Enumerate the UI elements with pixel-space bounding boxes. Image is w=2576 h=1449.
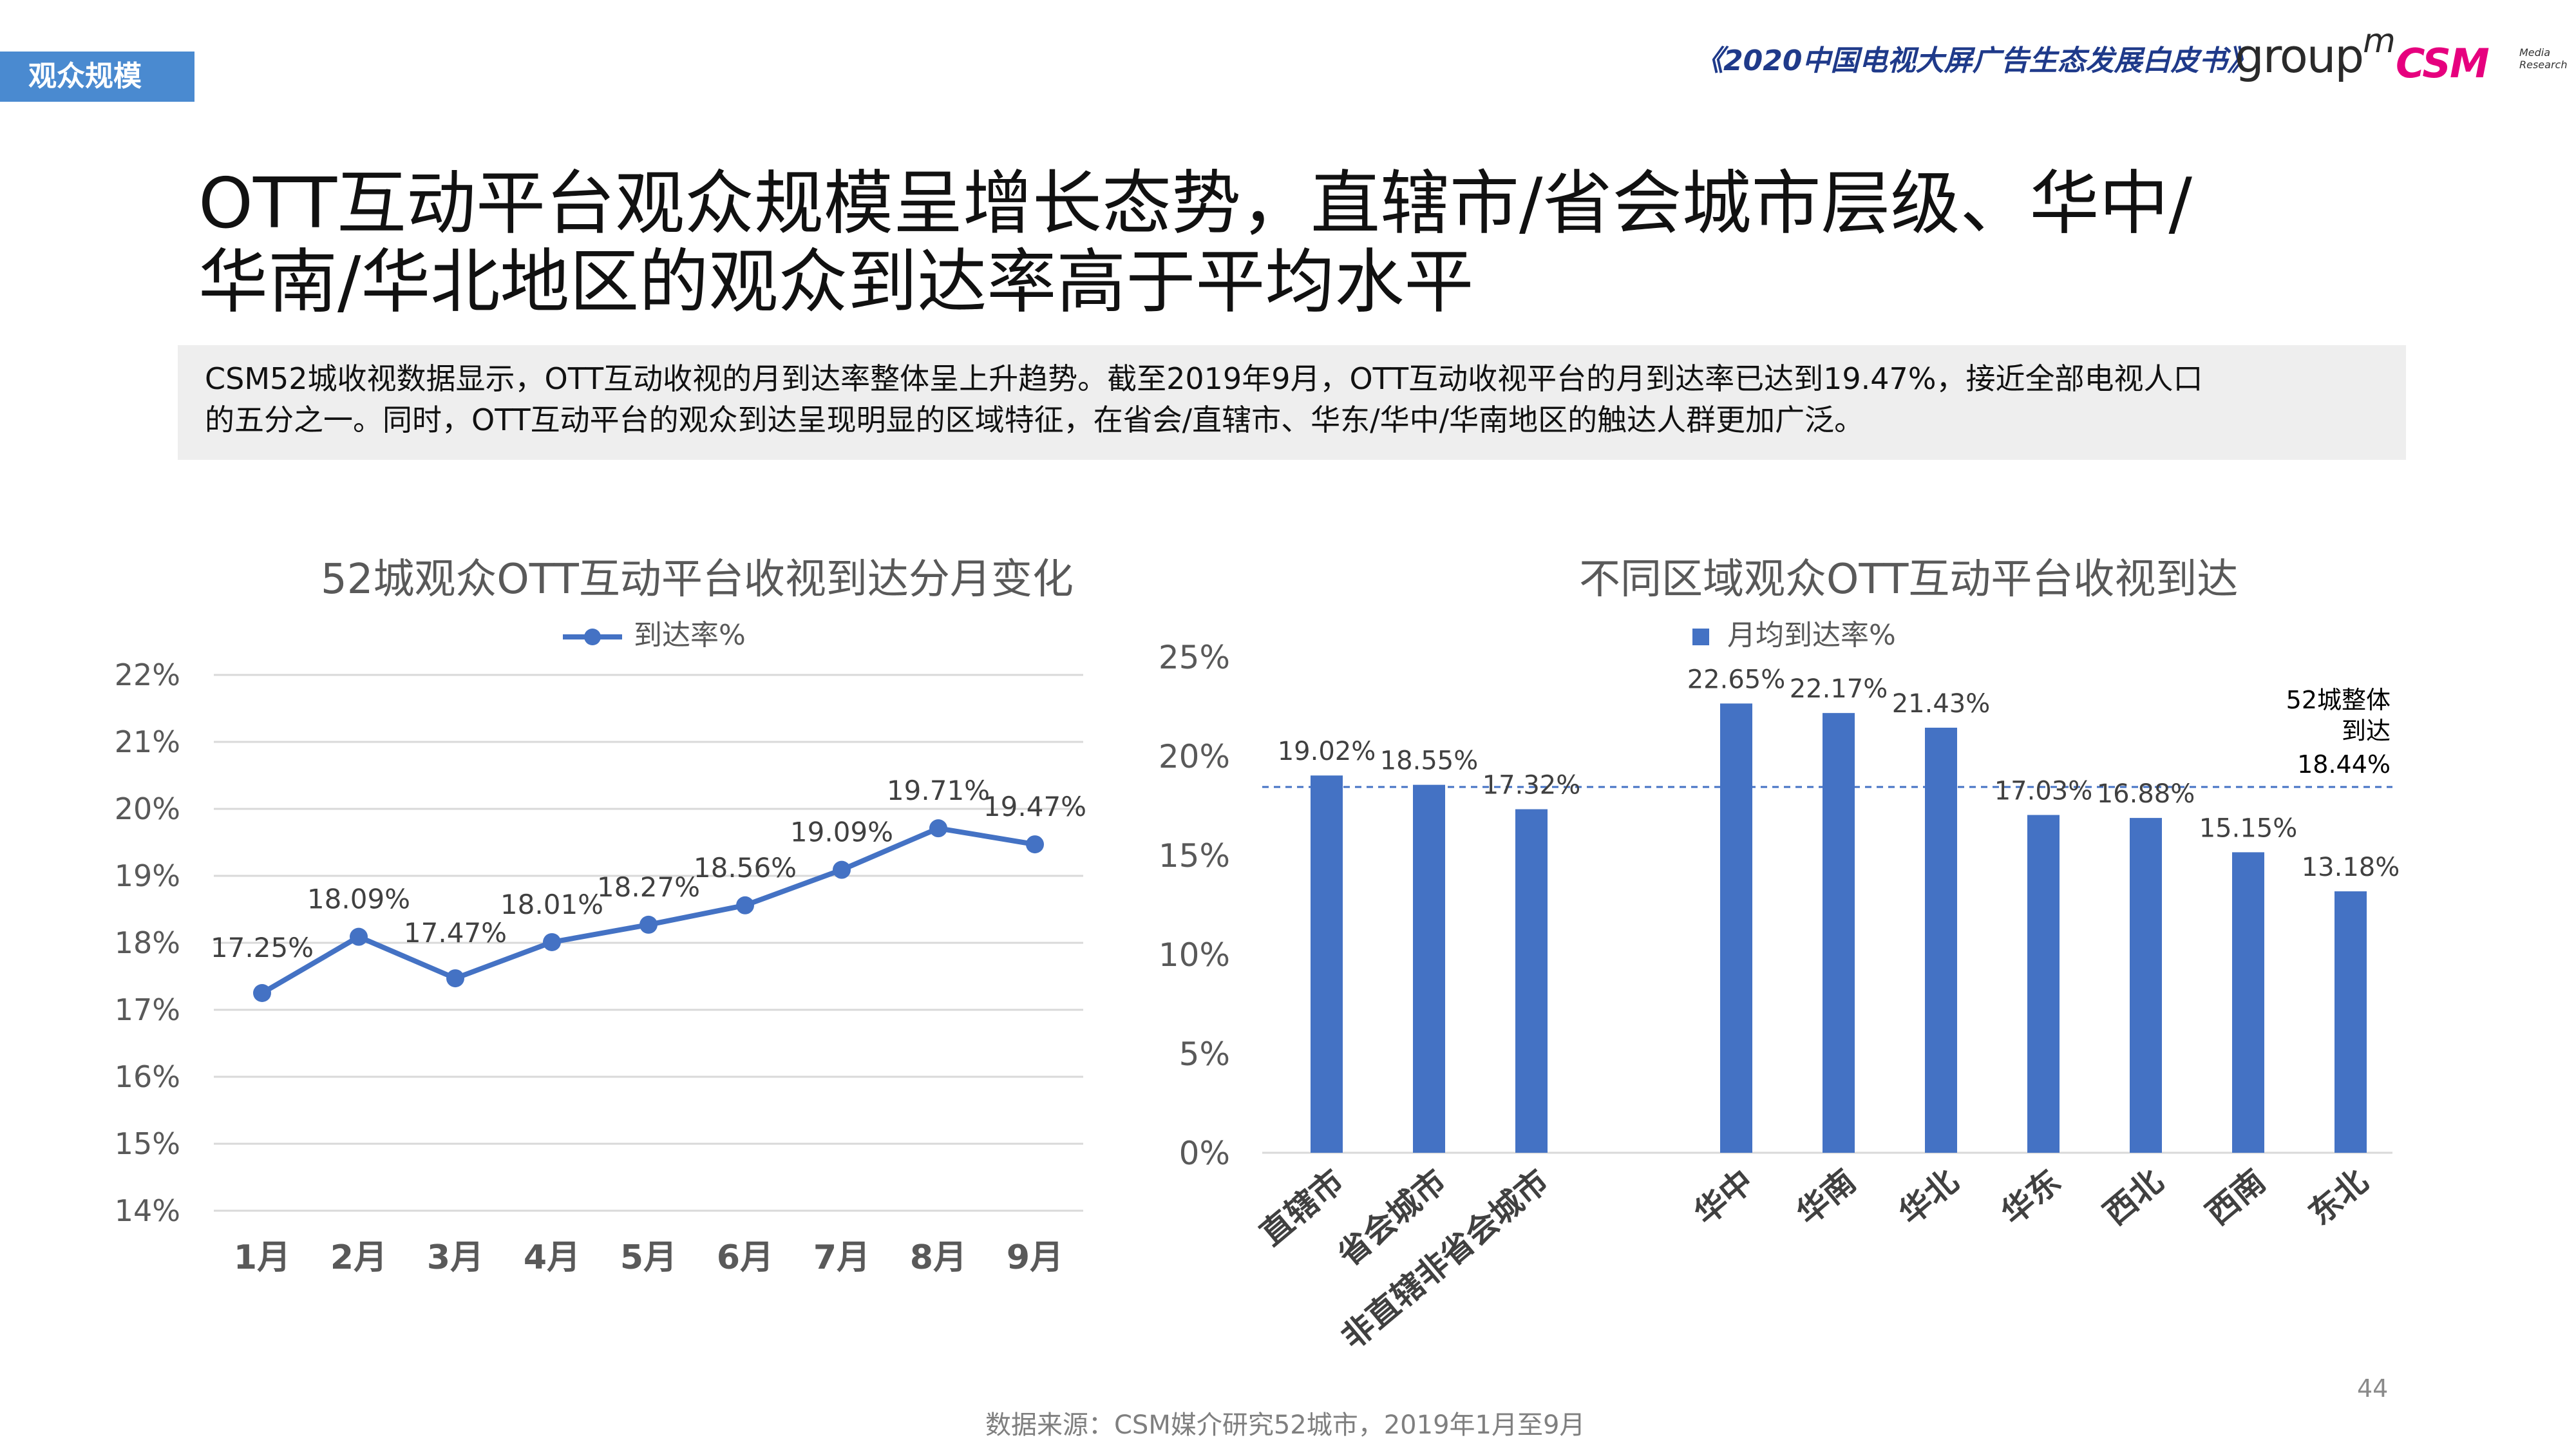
reference-line-label: 52城整体 [2286,686,2391,714]
bar [1311,775,1343,1153]
line-chart-legend-label: 到达率% [634,619,746,652]
data-label: 18.27% [597,871,700,903]
x-tick-label: 东北 [2302,1162,2375,1233]
x-tick-label: 华南 [1790,1162,1863,1233]
data-label: 19.09% [790,817,893,848]
data-label: 18.55% [1380,746,1479,776]
bar [1413,784,1445,1153]
x-tick-label: 3月 [427,1238,484,1277]
data-point [736,896,754,914]
data-label: 19.47% [983,791,1086,822]
summary-line-2: 的五分之一。同时，OTT互动平台的观众到达呈现明显的区域特征，在省会/直辖市、华… [205,402,1864,437]
line-chart: 14% 15% 16% 17% 18% 19% 20% 21% 22% 1月 2月 3月 4月 5月 6月 7… [115,658,1086,1277]
x-tick-label: 7月 [813,1238,870,1277]
data-label: 17.25% [211,932,314,963]
page-title-line-2: 华南/华北地区的观众到达率高于平均水平 [198,242,1474,323]
y-tick-label: 21% [115,724,180,759]
y-tick-label: 25% [1159,639,1230,676]
page-title-line-1: OTT互动平台观众规模呈增长态势，直辖市/省会城市层级、华中/ [198,164,2192,244]
csm-logo-subtitle: Media Research [2519,46,2568,71]
data-source-note: 数据来源：CSM媒介研究52城市，2019年1月至9月 [985,1410,1586,1440]
data-label: 19.71% [887,775,990,806]
y-tick-label: 20% [1159,738,1230,775]
csm-logo: CSM [2396,40,2490,87]
x-tick-label: 2月 [330,1238,387,1277]
y-tick-label: 22% [115,658,180,692]
x-tick-label: 西南 [2199,1162,2273,1233]
x-tick-label: 4月 [524,1238,580,1277]
x-tick-label: 1月 [234,1238,290,1277]
x-tick-label: 华东 [1994,1162,2068,1233]
y-tick-label: 20% [115,791,180,826]
bar [1823,713,1855,1153]
y-tick-label: 5% [1179,1036,1230,1073]
bar-chart-legend: 月均到达率% [1692,612,1896,653]
x-tick-label: 华北 [1892,1162,1965,1233]
bar [1925,727,1957,1153]
y-tick-label: 17% [115,992,180,1027]
y-tick-label: 15% [1159,837,1230,875]
data-point [253,984,271,1002]
bar [1515,809,1548,1153]
data-label: 16.88% [2097,779,2195,809]
data-label: 22.65% [1687,665,1786,694]
data-label: 18.09% [307,884,410,915]
data-point [1026,835,1044,854]
x-tick-label: 9月 [1007,1238,1063,1277]
data-label: 17.32% [1482,771,1581,800]
data-label: 19.02% [1278,737,1376,766]
bar-chart-legend-label: 月均到达率% [1727,619,1896,652]
legend-line-marker [563,629,622,645]
x-tick-label: 西北 [2097,1162,2170,1233]
y-tick-label: 15% [115,1126,180,1161]
data-label: 21.43% [1892,689,1991,719]
data-label: 17.47% [404,917,507,949]
y-tick-label: 0% [1179,1135,1230,1172]
groupm-logo: groupm [2235,22,2396,83]
report-title: 《2020中国电视大屏广告生态发展白皮书》 [1695,44,2256,77]
data-point [350,927,368,946]
data-label: 13.18% [2302,853,2400,882]
page-title: OTT互动平台观众规模呈增长态势，直辖市/省会城市层级、华中/ 华南/华北地区的… [198,165,2517,322]
x-tick-label: 8月 [910,1238,967,1277]
y-tick-label: 14% [115,1193,180,1228]
x-tick-label: 5月 [620,1238,677,1277]
legend-bar-swatch [1692,629,1709,645]
y-tick-label: 19% [115,858,180,893]
data-label: 15.15% [2199,813,2298,843]
x-tick-label: 直辖市 [1253,1162,1351,1253]
reference-line-value: 18.44% [2297,750,2391,779]
page-number: 44 [2357,1374,2389,1403]
bar [2334,891,2367,1153]
data-point [639,915,658,934]
summary-box: CSM52城收视数据显示，OTT互动收视的月到达率整体呈上升趋势。截至2019年… [178,345,2406,460]
y-tick-label: 18% [115,925,180,960]
data-label: 22.17% [1790,674,1888,704]
section-tag: 观众规模 [0,52,194,102]
data-point [446,969,464,988]
data-label: 17.03% [1994,776,2093,806]
line-chart-legend: 到达率% [560,612,746,653]
data-point [833,860,851,879]
y-tick-label: 10% [1159,936,1230,974]
bar-chart-title: 不同区域观众OTT互动平台收视到达 [1579,556,2239,603]
line-chart-title: 52城观众OTT互动平台收视到达分月变化 [321,556,1074,603]
reference-line-label: 到达 [2342,717,2391,745]
bar [1720,703,1752,1153]
data-point [543,933,561,951]
data-label: 18.01% [500,889,603,920]
bar [2130,818,2162,1153]
data-label: 18.56% [694,852,797,884]
x-tick-label: 华中 [1687,1162,1761,1233]
summary-line-1: CSM52城收视数据显示，OTT互动收视的月到达率整体呈上升趋势。截至2019年… [205,361,2203,396]
data-point [929,819,947,838]
y-tick-label: 16% [115,1059,180,1094]
bar [2232,852,2264,1153]
bar [2027,815,2060,1153]
x-tick-label: 6月 [717,1238,773,1277]
